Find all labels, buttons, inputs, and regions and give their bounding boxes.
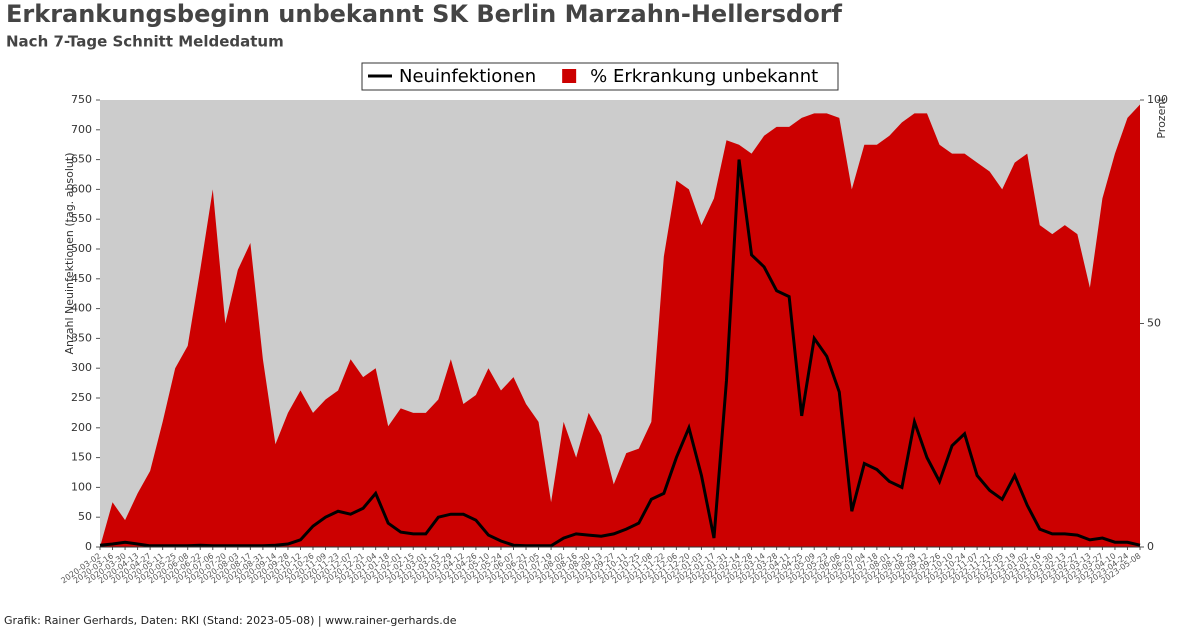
- footer: Grafik: Rainer Gerhards, Daten: RKI (Sta…: [4, 614, 457, 627]
- y-tick-label: 400: [71, 302, 92, 315]
- y-tick-label: 600: [71, 182, 92, 195]
- y-tick-label: 750: [71, 93, 92, 106]
- legend-box: [361, 62, 839, 91]
- y-tick-label: 500: [71, 242, 92, 255]
- y-axis-label: Anzahl Neuinfektionen (tag. absolut): [63, 153, 76, 355]
- y-tick-label: 700: [71, 123, 92, 136]
- y-tick-label: 150: [71, 451, 92, 464]
- y-tick-label: 350: [71, 331, 92, 344]
- area: [100, 104, 1140, 547]
- legend-swatch: [562, 69, 577, 83]
- y-tick-label: 550: [71, 212, 92, 225]
- y-tick-label: 300: [71, 361, 92, 374]
- y2-tick-label: 100: [1147, 93, 1168, 106]
- legend: Neuinfektionen % Erkrankung unbekannt: [361, 62, 839, 91]
- y2-tick-label: 0: [1147, 540, 1154, 553]
- y2-tick-label: 50: [1147, 317, 1161, 330]
- y-tick-label: 250: [71, 391, 92, 404]
- y-tick-label: 0: [85, 540, 92, 553]
- chart-subtitle: Nach 7-Tage Schnitt Meldedatum: [6, 33, 284, 51]
- chart-title: Erkrankungsbeginn unbekannt SK Berlin Ma…: [6, 0, 843, 28]
- legend-label: % Erkrankung unbekannt: [590, 66, 818, 87]
- y-tick-label: 450: [71, 272, 92, 285]
- y-tick-label: 200: [71, 421, 92, 434]
- y-tick-label: 100: [71, 480, 92, 493]
- y-tick-label: 50: [78, 510, 92, 523]
- y2-axis-label: Prozent: [1155, 97, 1168, 139]
- line: [99, 159, 1141, 548]
- legend-label: Neuinfektionen: [399, 66, 536, 87]
- y-tick-label: 650: [71, 153, 92, 166]
